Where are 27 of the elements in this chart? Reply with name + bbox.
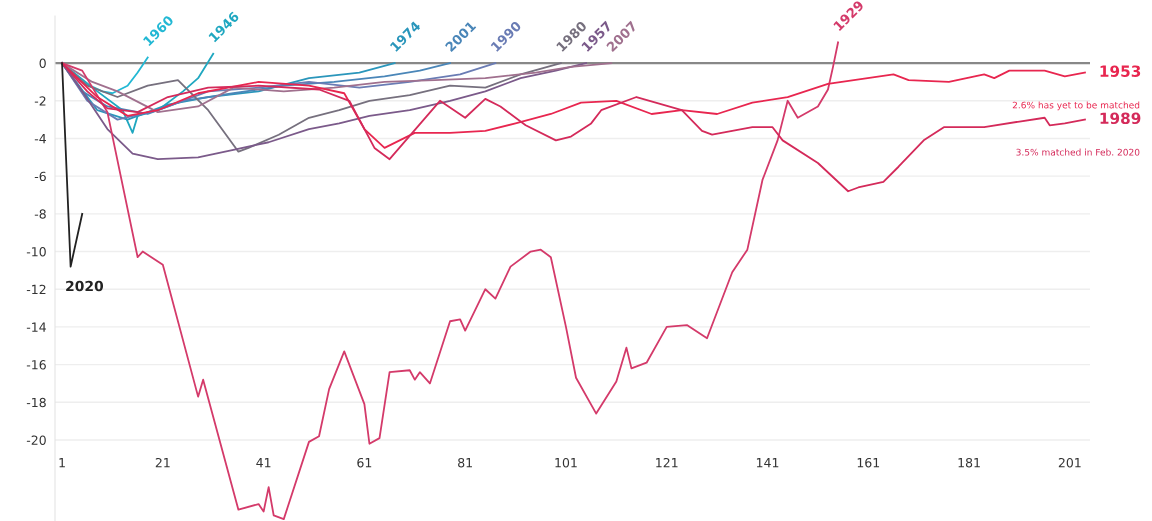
series-label: 1953 <box>1100 65 1141 77</box>
y-tick-label: -10 <box>26 247 46 257</box>
x-tick-label: 21 <box>155 457 170 468</box>
x-tick-label: 181 <box>958 457 980 468</box>
x-tick-label: 1 <box>59 458 65 468</box>
y-tick-label: -6 <box>34 171 46 182</box>
x-tick-label: 141 <box>756 458 779 468</box>
x-tick-label: 161 <box>857 457 880 468</box>
x-tick-label: 201 <box>1058 457 1081 468</box>
annotation: 3.5% matched in Feb. 2020 <box>1016 148 1140 156</box>
x-tick-label: 121 <box>656 457 678 468</box>
y-tick-label: -2 <box>34 96 46 106</box>
x-tick-label: 61 <box>357 457 372 468</box>
y-tick-label: -16 <box>26 360 46 370</box>
y-tick-label: 0 <box>39 58 46 69</box>
series-label: 2020 <box>66 280 104 292</box>
annotation: 2.6% has yet to be matched <box>1012 101 1140 111</box>
y-tick-label: -4 <box>34 134 46 144</box>
series-label: 1989 <box>1100 112 1141 125</box>
y-tick-label: -18 <box>26 397 46 408</box>
x-tick-label: 81 <box>458 457 472 468</box>
y-tick-label: -8 <box>34 209 46 219</box>
y-tick-label: -12 <box>26 284 46 294</box>
y-tick-label: -14 <box>26 322 46 332</box>
x-tick-label: 41 <box>256 458 271 468</box>
y-tick-label: -20 <box>26 435 46 445</box>
x-tick-label: 101 <box>555 457 577 468</box>
